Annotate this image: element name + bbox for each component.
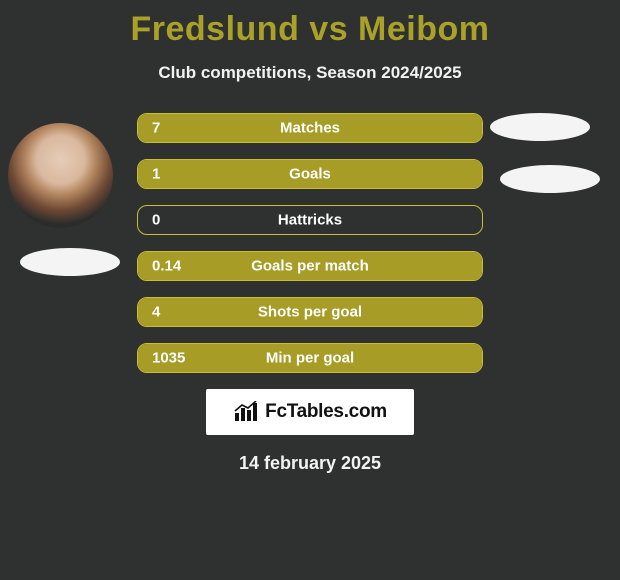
stat-value: 1035 — [152, 350, 185, 367]
stat-value: 7 — [152, 120, 160, 137]
stat-label: Min per goal — [266, 350, 354, 367]
stat-value: 0.14 — [152, 258, 181, 275]
player-left-name-placeholder — [20, 248, 120, 276]
bar-chart-icon — [233, 401, 259, 423]
comparison-panel: 7 Matches 1 Goals 0 Hattricks 0.14 Goals… — [0, 113, 620, 474]
player-right-avatar-placeholder — [490, 113, 590, 141]
stat-row-goals: 1 Goals — [137, 159, 483, 189]
date-label: 14 february 2025 — [0, 453, 620, 474]
stat-label: Goals per match — [251, 258, 369, 275]
stat-label: Matches — [280, 120, 340, 137]
stat-value: 0 — [152, 212, 160, 229]
stat-row-goals-per-match: 0.14 Goals per match — [137, 251, 483, 281]
branding-text: FcTables.com — [265, 401, 387, 423]
stat-label: Hattricks — [278, 212, 342, 229]
branding-badge: FcTables.com — [206, 389, 414, 435]
stat-value: 4 — [152, 304, 160, 321]
stat-value: 1 — [152, 166, 160, 183]
subtitle: Club competitions, Season 2024/2025 — [0, 63, 620, 83]
stat-bars: 7 Matches 1 Goals 0 Hattricks 0.14 Goals… — [137, 113, 483, 373]
player-right-name-placeholder — [500, 165, 600, 193]
stat-label: Goals — [289, 166, 331, 183]
stat-row-shots-per-goal: 4 Shots per goal — [137, 297, 483, 327]
page-title: Fredslund vs Meibom — [0, 0, 620, 49]
stat-row-min-per-goal: 1035 Min per goal — [137, 343, 483, 373]
stat-row-matches: 7 Matches — [137, 113, 483, 143]
stat-row-hattricks: 0 Hattricks — [137, 205, 483, 235]
player-left-avatar — [8, 123, 113, 228]
stat-label: Shots per goal — [258, 304, 362, 321]
